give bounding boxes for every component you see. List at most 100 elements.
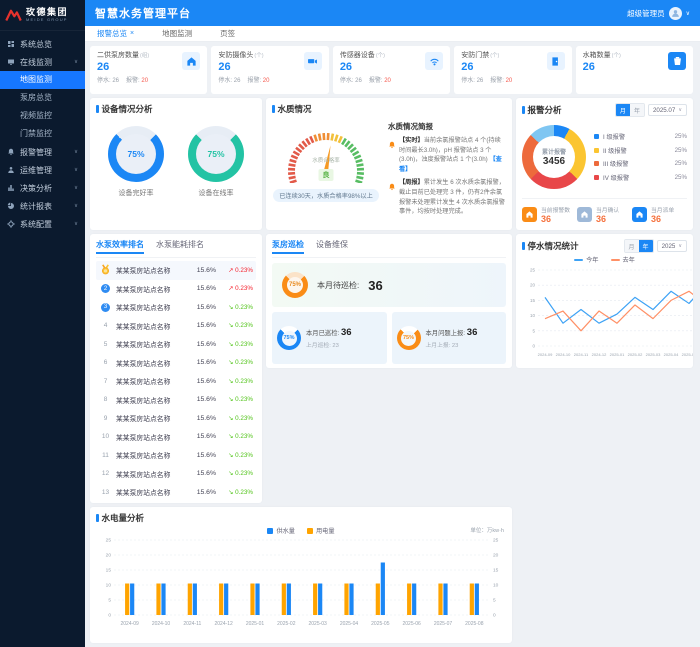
tab-0[interactable]: 泵房巡检 bbox=[272, 239, 304, 254]
tab-label: 报警总览 bbox=[97, 28, 127, 39]
bars-icon bbox=[7, 184, 15, 192]
change-value: ↘ 0.23% bbox=[220, 433, 253, 440]
substat-value: 26 bbox=[234, 78, 241, 84]
stoppage-period-select[interactable]: 2025∨ bbox=[657, 240, 687, 252]
sidebar-submenu: 地图监测泵房总览视频监控门禁监控 bbox=[0, 71, 85, 143]
donut-gauge: 75% bbox=[188, 126, 244, 182]
alarm-period-select[interactable]: 2025.07∨ bbox=[648, 104, 687, 116]
view-link[interactable]: 【查看】 bbox=[399, 156, 502, 173]
toggle-option[interactable]: 年 bbox=[639, 240, 653, 252]
alarm-stat-label: 当月确认 bbox=[596, 205, 619, 214]
sidebar-item-0[interactable]: 系统总览 bbox=[0, 35, 85, 53]
efficiency-value: 15.6% bbox=[190, 470, 216, 477]
alarm-stat-label: 当月派单 bbox=[651, 205, 674, 214]
subcard-value: 36 bbox=[467, 327, 478, 338]
tab-1[interactable]: 地图监测 bbox=[162, 28, 192, 39]
avatar[interactable] bbox=[669, 7, 682, 20]
tank-icon bbox=[672, 56, 683, 67]
brief-item: 【实时】当前余氯报警站点 4 个(持续时间最长3.0h)，pH 报警站点 3 个… bbox=[388, 136, 506, 174]
rank-number: 4 bbox=[99, 322, 112, 329]
tab-close-icon[interactable]: × bbox=[130, 30, 134, 37]
sidebar-item-label: 系统总览 bbox=[20, 39, 52, 50]
tab-1[interactable]: 水泵能耗排名 bbox=[156, 239, 204, 254]
chart-unit-label: 单位：万kw·h bbox=[470, 526, 504, 534]
legend-dot bbox=[594, 161, 599, 166]
svg-text:5: 5 bbox=[532, 328, 535, 333]
efficiency-value: 15.6% bbox=[190, 322, 216, 329]
legend-item[interactable]: 供水量 bbox=[267, 526, 295, 535]
legend-label: 供水量 bbox=[276, 526, 295, 535]
tab-2[interactable]: 页签 bbox=[220, 28, 235, 39]
legend-item[interactable]: 去年 bbox=[611, 255, 635, 264]
sidebar-item-1[interactable]: 在线监测∨ bbox=[0, 53, 85, 71]
sidebar-item-2[interactable]: 报警管理∨ bbox=[0, 143, 85, 161]
legend-item[interactable]: I 级报警 25% bbox=[594, 132, 687, 141]
sidebar-subitem[interactable]: 门禁监控 bbox=[0, 125, 85, 143]
efficiency-value: 15.6% bbox=[190, 396, 216, 403]
change-value: ↘ 0.23% bbox=[220, 396, 253, 403]
toggle-option[interactable]: 月 bbox=[616, 104, 630, 116]
svg-text:2024-10: 2024-10 bbox=[152, 621, 171, 627]
svg-text:10: 10 bbox=[530, 313, 536, 318]
alarm-stat-icon-box bbox=[522, 207, 537, 222]
sidebar-item-4[interactable]: 决策分析∨ bbox=[0, 179, 85, 197]
legend-square-swatch bbox=[307, 528, 313, 534]
panel-title: 报警分析 bbox=[522, 104, 562, 116]
sidebar-subitem[interactable]: 地图监测 bbox=[0, 71, 85, 89]
legend-label: I 级报警 bbox=[603, 132, 625, 141]
sidebar-item-label: 运维管理 bbox=[20, 165, 52, 176]
sidebar-item-3[interactable]: 运维管理∨ bbox=[0, 161, 85, 179]
sidebar-subitem[interactable]: 泵房总览 bbox=[0, 89, 85, 107]
quality-grade-badge: 良 bbox=[319, 169, 334, 181]
rank-number: 6 bbox=[99, 359, 112, 366]
tab-1[interactable]: 设备维保 bbox=[316, 239, 348, 254]
toggle-option[interactable]: 月 bbox=[625, 240, 639, 252]
tab-label: 页签 bbox=[220, 28, 235, 39]
legend-item[interactable]: 用电量 bbox=[307, 526, 335, 535]
medal-icon bbox=[99, 264, 112, 277]
rank-badge: 2 bbox=[101, 284, 110, 293]
tab-0[interactable]: 报警总览× bbox=[97, 28, 134, 39]
tab-0[interactable]: 水泵效率排名 bbox=[96, 239, 144, 254]
ranking-tabs: 水泵效率排名水泵能耗排名 bbox=[96, 239, 256, 258]
sidebar-subitem[interactable]: 视频监控 bbox=[0, 107, 85, 125]
legend-dot bbox=[594, 134, 599, 139]
substat: 报警: 20 bbox=[247, 75, 269, 84]
brief-tag: 【周报】 bbox=[399, 179, 424, 186]
sidebar-item-5[interactable]: 统计报表∨ bbox=[0, 197, 85, 215]
toggle-option[interactable]: 年 bbox=[630, 104, 644, 116]
sidebar-item-6[interactable]: 系统配置∨ bbox=[0, 215, 85, 233]
svg-text:2025-05: 2025-05 bbox=[682, 352, 693, 357]
legend-item[interactable]: 今年 bbox=[574, 255, 598, 264]
legend-dot bbox=[594, 175, 599, 180]
station-name: 某某泵房站点名称 bbox=[116, 284, 186, 294]
dashboard-icon bbox=[7, 40, 15, 48]
donut-hole: 75% bbox=[401, 331, 416, 346]
quality-summary-pill: 已连续30天，水质合格率98%以上 bbox=[273, 189, 379, 202]
change-value: ↘ 0.23% bbox=[220, 470, 253, 477]
user-dropdown-chevron-icon[interactable]: ∨ bbox=[686, 10, 690, 17]
legend-value: 25% bbox=[675, 133, 687, 140]
